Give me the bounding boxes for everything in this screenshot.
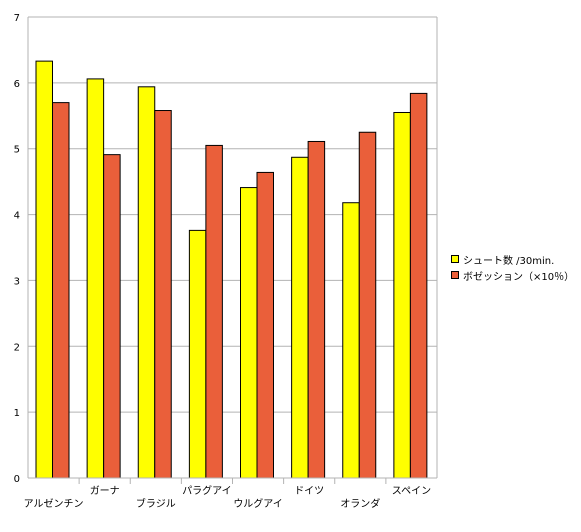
y-tick-label: 1: [14, 408, 20, 419]
x-category-label: ブラジル: [136, 497, 176, 510]
y-tick-label: 6: [14, 79, 20, 90]
bar: [240, 187, 258, 479]
bar: [205, 144, 223, 479]
bar: [52, 102, 70, 479]
bar: [154, 110, 172, 479]
legend-label-possession: ボゼッション（×10％）: [463, 271, 575, 283]
legend-label-shots: シュート数 /30min.: [463, 255, 555, 267]
y-tick-label: 0: [14, 474, 20, 485]
x-category-label: ガーナ: [90, 485, 120, 497]
legend-swatch-possession: [451, 271, 459, 279]
y-tick-labels: 0 1 2 3 4 5 6 7: [14, 13, 20, 485]
x-category-label: パラグアイ: [182, 484, 232, 497]
bar: [188, 229, 207, 479]
bar: [103, 154, 121, 479]
bar: [256, 171, 274, 479]
bar: [307, 140, 326, 479]
x-category-label: オランダ: [340, 497, 380, 510]
bar: [86, 78, 105, 479]
bar: [342, 202, 360, 479]
bar: [409, 92, 428, 479]
legend-swatch-shots: [451, 255, 459, 263]
y-tick-label: 5: [14, 145, 20, 156]
x-category-label: アルゼンチン: [24, 498, 84, 510]
x-category-label: ドイツ: [294, 486, 324, 497]
y-tick-label: 2: [14, 342, 20, 353]
axes: [27, 17, 438, 484]
y-tick-label: 7: [14, 13, 20, 24]
x-category-label: ウルグアイ: [233, 497, 283, 510]
legend: シュート数 /30min. ボゼッション（×10％）: [451, 251, 574, 283]
x-category-label: スペイン: [392, 486, 431, 497]
bars: [35, 60, 428, 479]
bar: [358, 131, 377, 479]
bar: [393, 111, 411, 479]
bar: [35, 60, 53, 479]
bar: [291, 156, 309, 479]
y-tick-label: 4: [14, 211, 20, 222]
legend-item-possession: ボゼッション（×10％）: [451, 267, 574, 283]
y-tick-label: 3: [14, 276, 20, 287]
legend-item-shots: シュート数 /30min.: [451, 251, 574, 267]
bar: [137, 86, 156, 479]
